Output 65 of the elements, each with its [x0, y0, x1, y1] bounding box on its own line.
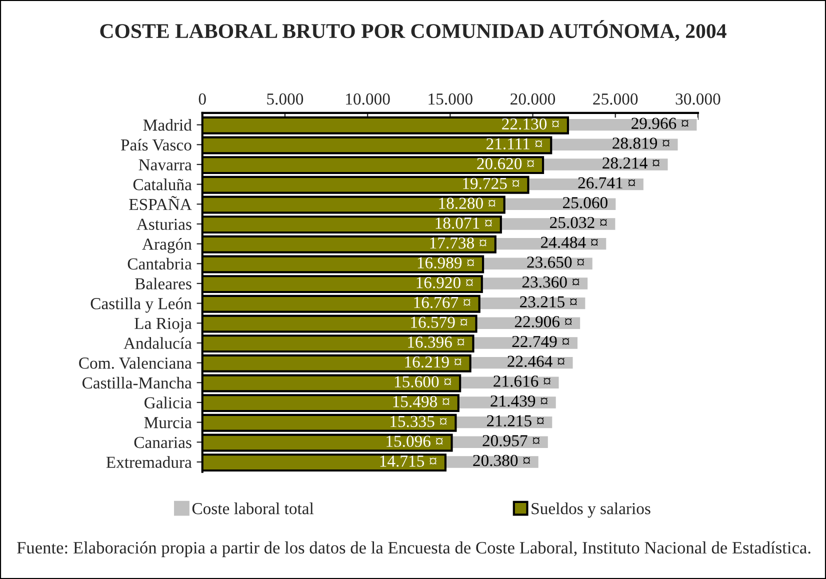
data-label: 26.741 ¤ — [578, 177, 636, 189]
data-label: 20.620 ¤ — [477, 158, 534, 170]
data-label: 16.767 ¤ — [414, 296, 470, 308]
data-label: 21.111 ¤ — [486, 138, 542, 150]
y-tick-label: Extremadura — [106, 456, 192, 468]
source-note: Fuente: Elaboración propia a partir de los datos de la Encuesta de Coste Laboral, Instituto Nacional de Estadística. — [17, 541, 810, 558]
data-label: 15.096 ¤ — [386, 436, 443, 447]
data-label: 25.032 ¤ — [550, 216, 607, 228]
data-label: 17.738 ¤ — [430, 237, 486, 249]
data-label: 21.215 ¤ — [486, 415, 544, 427]
y-tick-label: Andalucía — [124, 337, 192, 349]
y-tick-label: Cantabria — [128, 258, 192, 270]
y-tick-label: Aragón — [142, 238, 192, 254]
data-label: 22.464 ¤ — [508, 356, 564, 368]
y-tick-label: Canarias — [134, 436, 192, 448]
data-label: 25.060 — [563, 197, 608, 208]
y-tick-label: País Vasco — [120, 138, 192, 151]
data-label: 15.498 ¤ — [393, 396, 450, 408]
data-label: 23.215 ¤ — [520, 296, 577, 308]
legend-label: Sueldos y salarios — [532, 502, 650, 518]
data-label: 16.920 ¤ — [416, 276, 473, 288]
y-tick-label: Cataluña — [133, 178, 192, 190]
x-tick-label: 20.000 — [510, 93, 556, 105]
y-tick-label: ESPAÑA — [129, 196, 192, 210]
x-tick-label: 5.000 — [267, 93, 304, 105]
data-label: 22.130 ¤ — [502, 118, 559, 130]
data-label: 18.280 ¤ — [439, 198, 496, 209]
y-tick-label: Madrid — [143, 119, 192, 131]
data-label: 15.335 ¤ — [390, 416, 447, 428]
y-tick-label: Navarra — [138, 159, 192, 170]
data-label: 19.725 ¤ — [463, 178, 520, 190]
data-label: 28.819 ¤ — [612, 138, 670, 149]
y-tick-label: Com. Valenciana — [79, 357, 192, 369]
x-tick-label: 30.000 — [676, 93, 720, 105]
data-label: 20.380 ¤ — [473, 454, 530, 466]
data-label: 23.650 ¤ — [527, 256, 584, 268]
y-tick-label: Baleares — [135, 278, 192, 290]
data-label: 21.616 ¤ — [494, 376, 550, 387]
data-label: 16.396 ¤ — [408, 336, 464, 348]
data-label: 23.360 ¤ — [522, 276, 580, 288]
y-tick-label: Castilla-Mancha — [82, 376, 192, 389]
x-tick-label: 15.000 — [428, 93, 472, 105]
data-label: 22.749 ¤ — [512, 336, 570, 348]
x-tick-label: 0 — [198, 93, 206, 105]
data-label: 16.579 ¤ — [411, 316, 468, 328]
x-tick-label: 10.000 — [346, 93, 390, 105]
data-label: 28.214 ¤ — [602, 157, 660, 169]
x-tick-label: 25.000 — [593, 93, 638, 105]
chart-title: COSTE LABORAL BRUTO POR COMUNIDAD AUTÓNOMA, 2004 — [100, 20, 726, 42]
data-label: 24.484 ¤ — [540, 236, 598, 248]
y-tick-label: La Rioja — [134, 318, 192, 332]
data-label: 16.219 ¤ — [405, 356, 462, 368]
data-label: 16.989 ¤ — [418, 257, 474, 268]
data-label: 20.957 ¤ — [482, 435, 540, 446]
data-label: 22.906 ¤ — [514, 316, 572, 328]
y-tick-label: Castilla y León — [90, 298, 192, 313]
data-label: 29.966 ¤ — [632, 118, 688, 130]
data-label: 18.071 ¤ — [436, 217, 492, 229]
y-tick-label: Murcia — [144, 417, 192, 428]
data-label: 15.600 ¤ — [394, 376, 452, 388]
legend-label: Coste laboral total — [192, 502, 314, 514]
y-tick-label: Galicia — [144, 396, 192, 408]
data-label: 21.439 ¤ — [490, 395, 548, 407]
data-label: 14.715 ¤ — [380, 456, 436, 467]
y-tick-label: Asturias — [136, 218, 192, 230]
